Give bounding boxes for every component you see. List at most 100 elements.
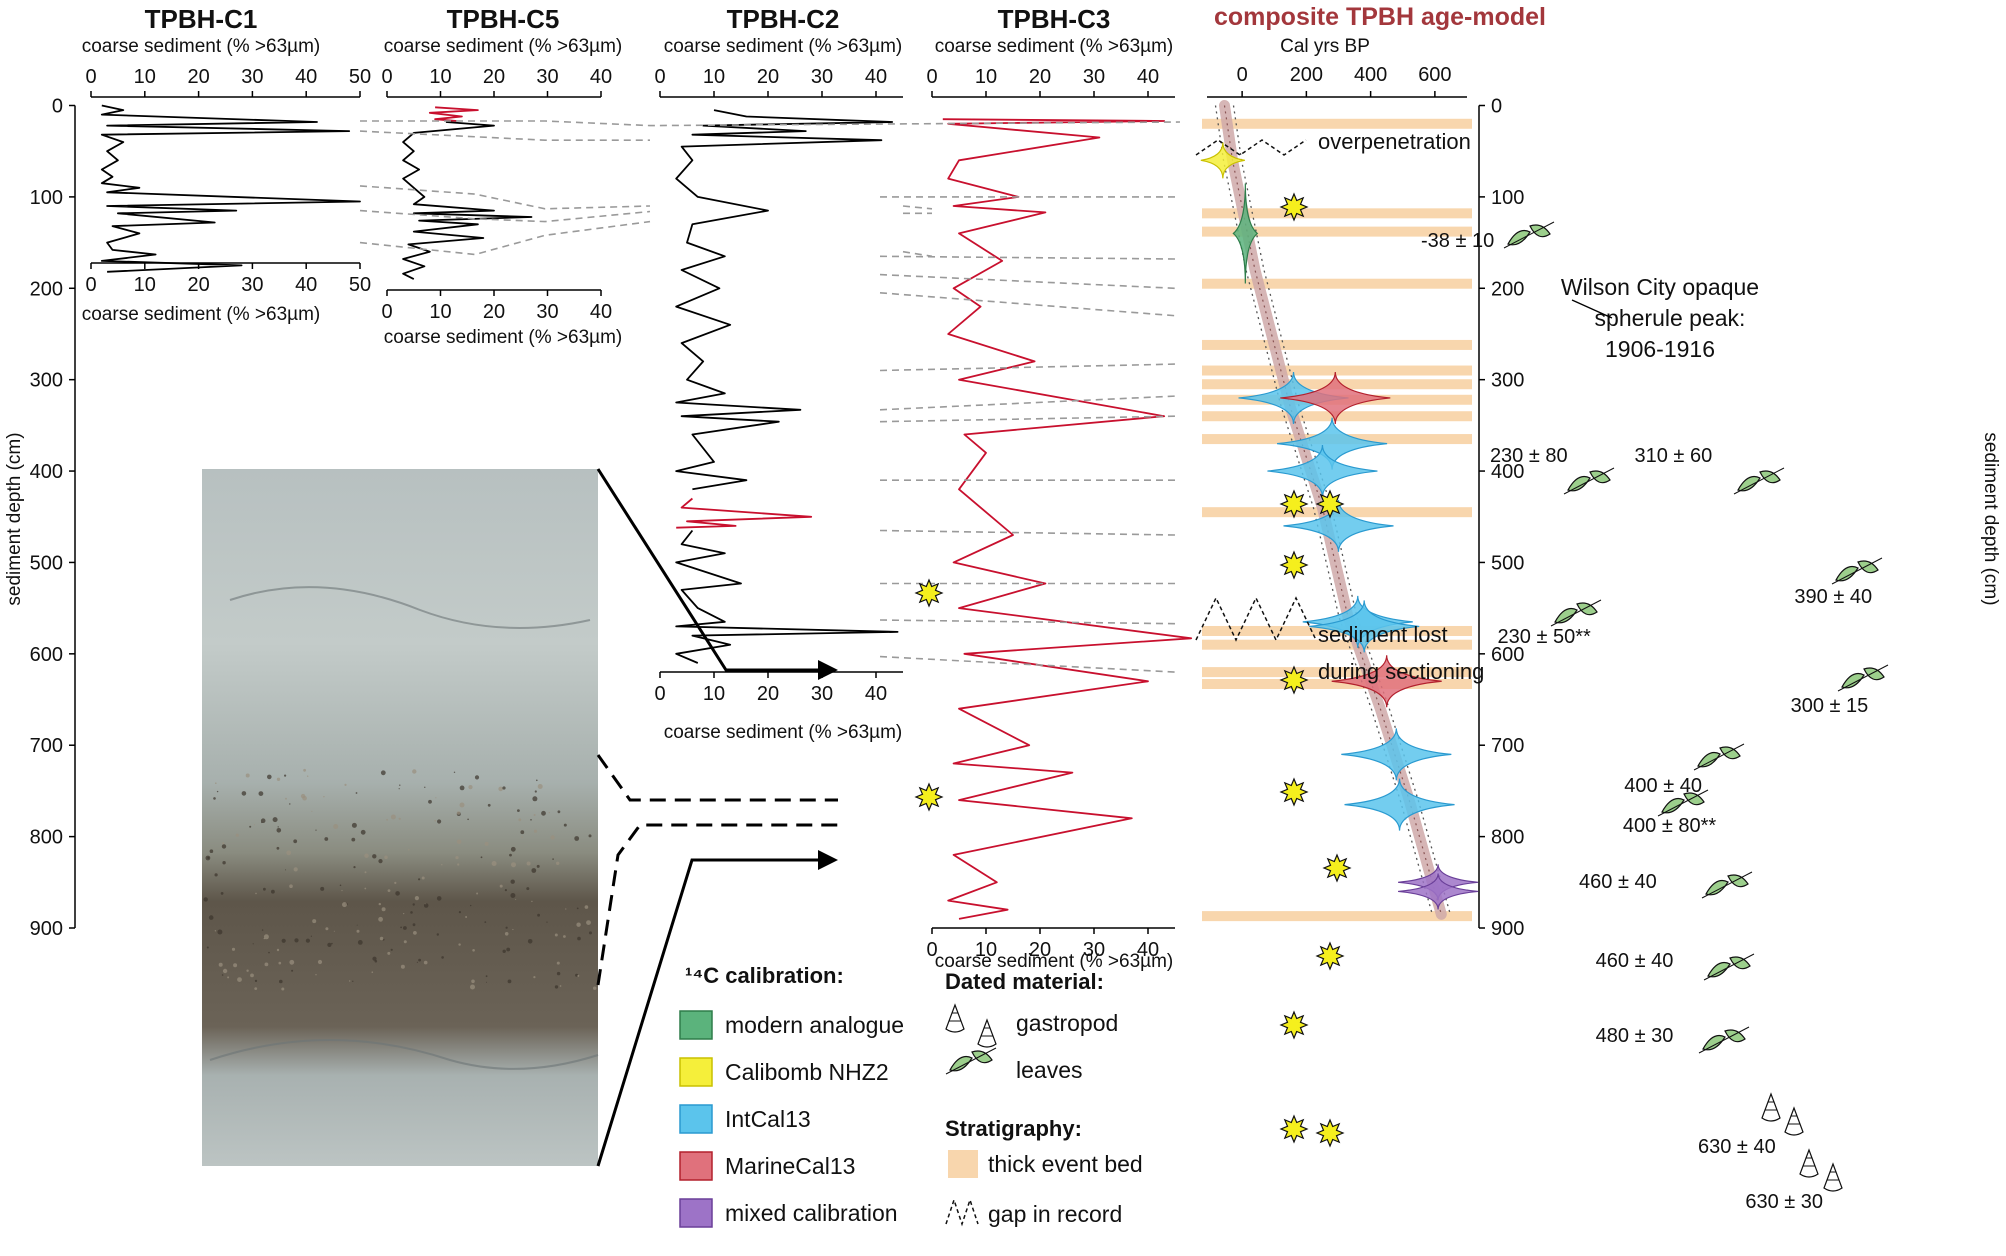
grain xyxy=(222,861,225,864)
tick-label: 100 xyxy=(30,187,63,209)
legend-swatch xyxy=(680,1058,712,1086)
grain xyxy=(506,927,508,929)
grain xyxy=(268,952,270,954)
grain xyxy=(222,844,226,848)
grain xyxy=(381,770,386,775)
legend-strat-title: Stratigraphy: xyxy=(945,1116,1082,1141)
arrow-head xyxy=(818,850,838,870)
event-star xyxy=(1281,779,1307,805)
panel-title: TPBH-C3 xyxy=(998,4,1111,34)
grain xyxy=(255,893,257,895)
tick-label: 0 xyxy=(654,66,665,88)
tick-label: 30 xyxy=(811,66,833,88)
grain xyxy=(520,830,524,834)
series-line xyxy=(943,119,1191,919)
grain xyxy=(394,882,396,884)
grain xyxy=(259,791,264,796)
wilson-city-line-1: Wilson City opaque xyxy=(1561,274,1759,300)
y-axis-label: sediment depth (cm) xyxy=(4,432,25,605)
shell xyxy=(978,1020,996,1047)
grain xyxy=(574,836,579,841)
leaf-shape xyxy=(1568,477,1590,491)
photo-dashed-lower xyxy=(598,825,838,985)
overpenetration-label: overpenetration xyxy=(1318,129,1471,154)
grain xyxy=(312,919,316,923)
grain xyxy=(219,963,223,967)
grain xyxy=(549,812,550,813)
grain xyxy=(563,935,566,938)
grain xyxy=(382,907,386,911)
grain xyxy=(557,962,560,965)
grain xyxy=(277,847,280,850)
event-bed xyxy=(1202,279,1472,289)
grain xyxy=(522,836,523,837)
tick-label: 20 xyxy=(757,683,779,705)
grain xyxy=(384,856,388,860)
event-star xyxy=(1324,855,1350,881)
tick-label: 30 xyxy=(536,66,558,88)
event-star xyxy=(916,580,942,606)
tick-label: 20 xyxy=(483,301,505,323)
x-axis-label: coarse sediment (% >63µm) xyxy=(384,36,623,57)
grain xyxy=(457,840,462,845)
grain xyxy=(413,903,415,905)
grain xyxy=(380,937,384,941)
grain xyxy=(471,980,475,984)
grain xyxy=(511,862,516,867)
grain xyxy=(441,864,442,865)
grain xyxy=(215,930,216,931)
leaf-icon xyxy=(946,1048,996,1074)
photo-dashed-upper xyxy=(598,755,838,800)
x-axis-label: coarse sediment (% >63µm) xyxy=(664,36,903,57)
grain xyxy=(324,837,328,841)
panel-4: TPBH-C3coarse sediment (% >63µm)0 10 20 30 4… xyxy=(926,4,1191,972)
grain xyxy=(531,901,532,902)
grain xyxy=(285,798,287,800)
grain xyxy=(341,890,342,891)
grain xyxy=(537,865,540,868)
tick-label: 50 xyxy=(349,274,371,296)
grain xyxy=(492,861,497,866)
gastropod-icon xyxy=(1785,1108,1803,1135)
photo-arrow-top xyxy=(598,469,818,670)
grain xyxy=(294,867,298,871)
event-bed xyxy=(1202,340,1472,350)
grain xyxy=(403,926,407,930)
grain xyxy=(254,987,257,990)
grain xyxy=(372,854,376,858)
leaf-shape xyxy=(1725,1030,1745,1042)
event-star xyxy=(1317,943,1343,969)
grain xyxy=(506,948,510,952)
grain xyxy=(530,819,532,821)
tick-label: 700 xyxy=(30,735,63,757)
age-distribution xyxy=(1267,445,1377,497)
series-line xyxy=(676,499,811,528)
grain xyxy=(365,871,367,873)
grain xyxy=(379,903,381,905)
grain xyxy=(512,929,513,930)
grain xyxy=(475,775,479,779)
grain xyxy=(286,850,291,855)
grain xyxy=(213,797,216,800)
event-star xyxy=(1281,1116,1307,1142)
gastropod-icon xyxy=(978,1020,996,1047)
tick-label: 0 xyxy=(381,66,392,88)
grain xyxy=(261,822,262,823)
legend-event-bed-label: thick event bed xyxy=(988,1151,1143,1177)
series-line xyxy=(403,122,531,279)
grain xyxy=(472,949,475,952)
tick-label: 600 xyxy=(30,644,63,666)
grain xyxy=(550,835,554,839)
leaf-shape xyxy=(1858,561,1878,573)
grain xyxy=(372,971,374,973)
correlation-line xyxy=(903,252,932,257)
grain xyxy=(552,858,554,860)
grain xyxy=(558,810,561,813)
date-label: 230 ± 50** xyxy=(1498,626,1591,648)
grain xyxy=(510,893,515,898)
gap-zigzag xyxy=(1196,140,1306,155)
correlation-line xyxy=(360,186,650,209)
grain xyxy=(505,889,507,891)
grain xyxy=(399,788,400,789)
